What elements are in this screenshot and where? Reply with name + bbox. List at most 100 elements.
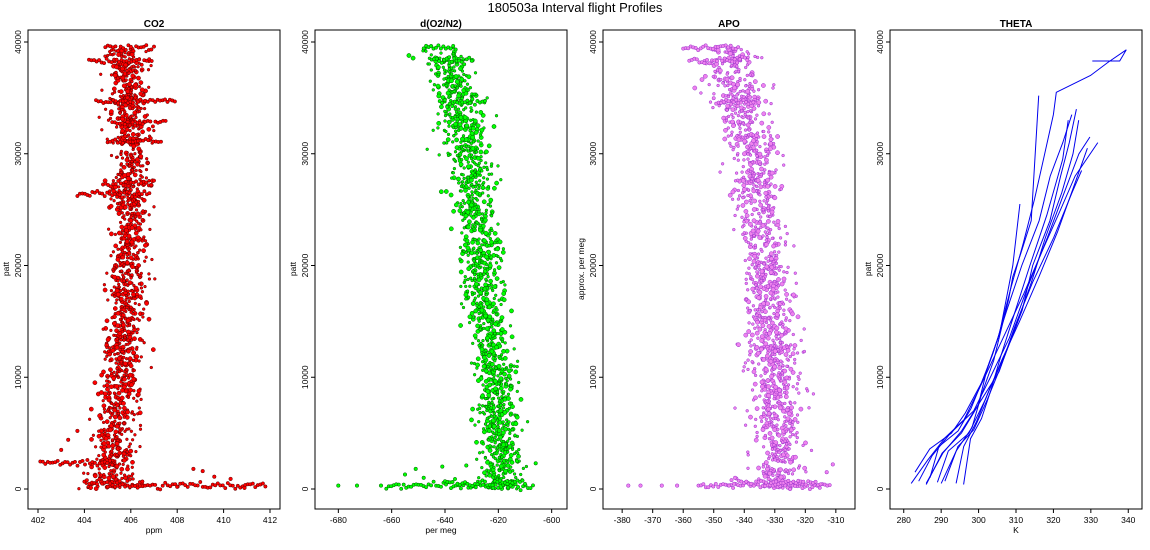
theta-x-tick-label: 300: [971, 515, 985, 525]
o2n2-point: [508, 413, 513, 417]
co2-point: [89, 437, 94, 442]
co2-point: [146, 316, 152, 322]
o2n2-point: [453, 158, 457, 162]
o2n2-point: [517, 380, 521, 385]
apo-point: [760, 323, 766, 328]
o2n2-point: [501, 348, 506, 354]
o2n2-point: [459, 212, 464, 216]
o2n2-point: [484, 211, 488, 215]
co2-point: [130, 168, 135, 172]
co2-y-tick-label: 40000: [13, 30, 23, 54]
apo-point: [785, 270, 789, 275]
o2n2-point: [487, 469, 491, 473]
co2-point: [124, 78, 128, 82]
apo-point: [739, 47, 743, 52]
apo-point: [759, 379, 765, 385]
co2-point: [144, 167, 149, 172]
o2n2-point: [523, 481, 527, 486]
co2-point: [126, 342, 130, 346]
co2-point: [133, 152, 137, 156]
apo-point: [774, 334, 778, 338]
co2-point: [119, 380, 123, 384]
o2n2-point: [490, 400, 494, 405]
apo-point: [783, 401, 787, 406]
co2-point: [119, 471, 123, 475]
co2-point: [75, 463, 80, 468]
apo-point: [735, 82, 741, 88]
o2n2-point: [459, 184, 464, 189]
o2n2-point: [401, 482, 406, 487]
apo-point: [759, 419, 764, 424]
theta-profile-line: [955, 108, 1077, 484]
apo-point: [768, 416, 772, 420]
apo-point: [783, 330, 788, 334]
o2n2-point: [476, 378, 481, 383]
apo-point: [720, 162, 725, 166]
co2-point: [97, 115, 101, 119]
co2-point: [111, 250, 116, 254]
co2-point: [100, 128, 104, 132]
o2n2-point: [450, 68, 455, 73]
co2-point: [168, 484, 173, 489]
apo-point: [775, 218, 781, 224]
co2-point: [123, 448, 127, 453]
co2-point: [105, 461, 110, 465]
co2-point: [126, 292, 131, 296]
co2-point: [143, 243, 148, 248]
o2n2-point: [453, 74, 459, 79]
apo-point: [707, 61, 712, 66]
o2n2-point: [479, 127, 485, 133]
co2-point: [134, 200, 138, 204]
co2-point: [109, 288, 114, 293]
o2n2-point: [472, 246, 476, 250]
o2n2-point: [450, 104, 455, 109]
co2-point: [136, 225, 142, 231]
o2n2-point: [458, 205, 462, 209]
o2n2-point: [457, 181, 461, 185]
co2-point: [152, 44, 156, 49]
apo-point: [741, 115, 745, 120]
o2n2-point: [474, 439, 479, 445]
apo-point: [770, 120, 774, 124]
o2n2-point: [466, 160, 470, 164]
co2-point: [112, 285, 116, 289]
co2-point: [102, 287, 108, 293]
apo-point: [716, 83, 720, 88]
o2n2-point: [399, 486, 404, 491]
apo-point: [774, 266, 779, 270]
o2n2-point: [485, 167, 490, 172]
o2n2-point: [477, 476, 481, 480]
apo-point: [777, 226, 781, 231]
co2-point: [253, 485, 258, 490]
apo-point: [758, 144, 762, 149]
co2-point: [118, 348, 122, 352]
co2-point: [106, 375, 110, 379]
co2-point: [146, 68, 151, 72]
co2-point: [119, 224, 125, 230]
o2n2-point: [499, 315, 505, 320]
co2-point: [115, 453, 119, 457]
o2n2-point: [507, 444, 513, 450]
apo-point: [751, 138, 756, 144]
apo-point: [708, 100, 713, 104]
o2n2-point: [482, 321, 486, 326]
apo-point: [764, 272, 768, 277]
co2-point: [120, 211, 124, 215]
o2n2-point: [472, 284, 476, 288]
co2-point: [130, 73, 136, 79]
co2-point: [112, 391, 117, 395]
apo-point: [764, 264, 770, 270]
apo-point: [694, 57, 699, 62]
apo-point: [756, 295, 762, 301]
o2n2-point: [467, 320, 472, 325]
co2-point: [115, 323, 120, 328]
apo-point: [717, 68, 723, 73]
o2n2-point: [493, 456, 497, 461]
apo-point: [791, 420, 795, 424]
apo-point: [753, 265, 758, 269]
o2n2-point: [478, 411, 482, 415]
apo-point: [745, 89, 750, 94]
co2-point: [141, 197, 147, 203]
apo-point: [764, 238, 768, 242]
apo-point: [707, 82, 711, 87]
